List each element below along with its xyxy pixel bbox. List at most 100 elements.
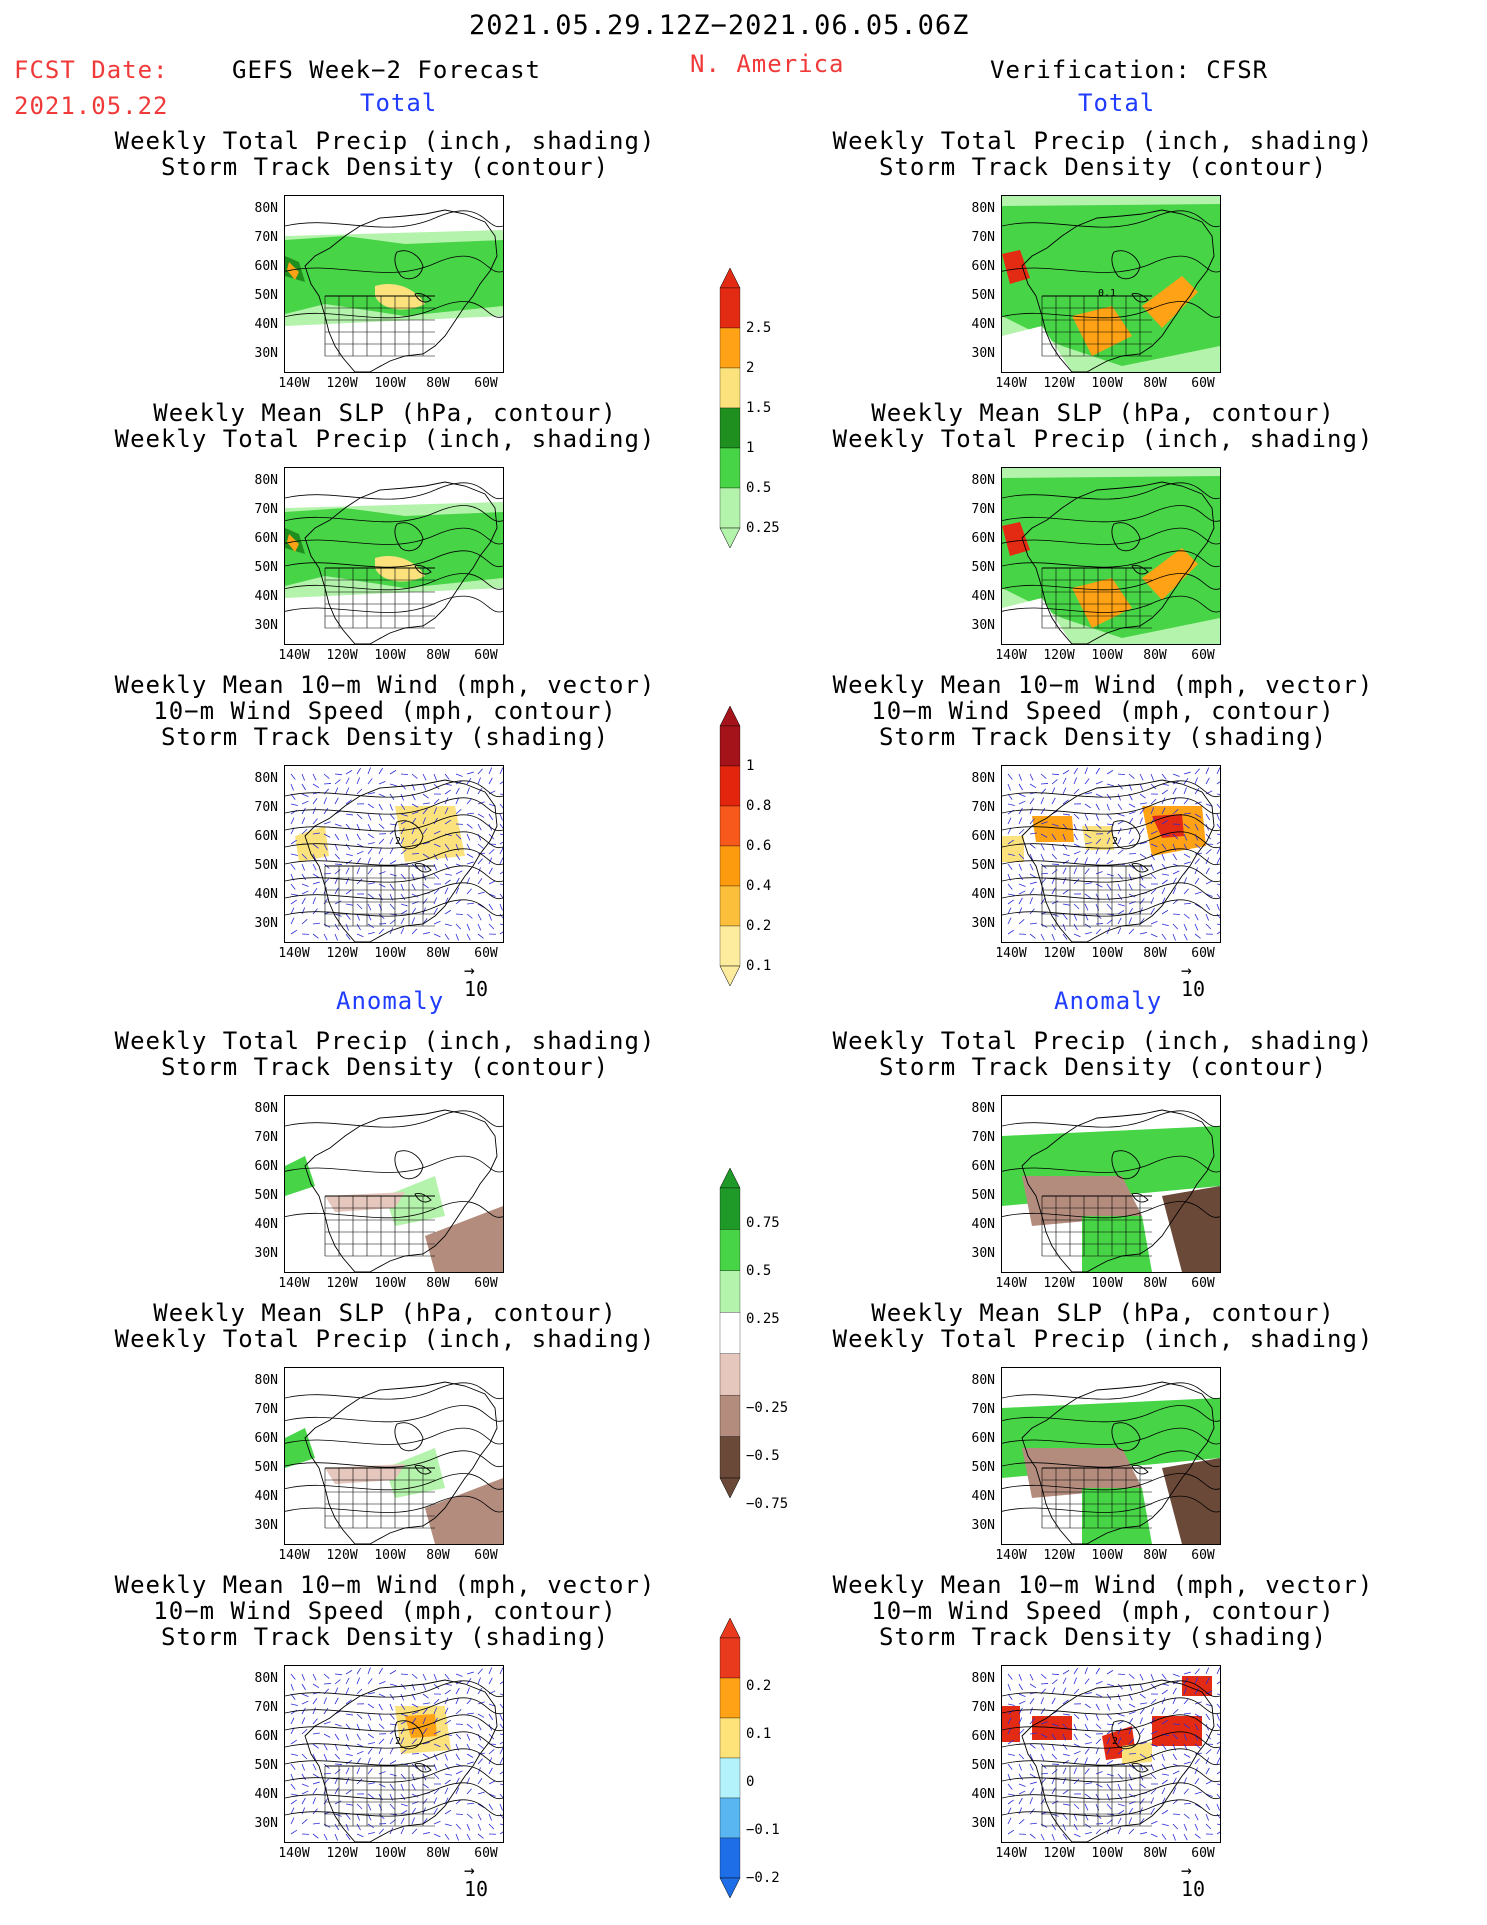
- lon-tick-label: 100W: [374, 1276, 406, 1291]
- wind-vector: [1216, 781, 1220, 785]
- wind-vector: [455, 1753, 461, 1761]
- wind-vector: [466, 888, 472, 895]
- wind-vector: [1150, 773, 1155, 781]
- colorbar-label: 0.4: [746, 878, 772, 894]
- wind-vector: [301, 1683, 306, 1691]
- wind-vector: [422, 783, 427, 791]
- wind-vector: [1117, 903, 1125, 907]
- wind-vector: [411, 1711, 419, 1715]
- wind-vector: [1128, 838, 1135, 845]
- wind-vector: [1073, 1677, 1077, 1685]
- wind-vector: [433, 1788, 440, 1795]
- wind-vector: [1150, 907, 1155, 915]
- wind-vector: [1029, 888, 1035, 895]
- wind-vector: [1172, 1770, 1180, 1775]
- wind-vector: [1051, 900, 1059, 905]
- wind-vector: [1172, 933, 1176, 941]
- hudson-bay: [394, 1422, 424, 1452]
- wind-vector: [1216, 923, 1220, 926]
- wind-vector: [323, 783, 332, 785]
- wind-vector: [1183, 1723, 1190, 1729]
- lon-tick-label: 140W: [278, 1548, 310, 1563]
- wind-vector: [290, 1763, 296, 1770]
- wind-vector: [1150, 888, 1157, 895]
- wind-vector: [1084, 792, 1092, 795]
- wind-vector: [1139, 802, 1147, 805]
- title-line: Storm Track Density (contour): [878, 153, 1328, 181]
- contour-line: [1002, 1748, 1220, 1766]
- contour-line: [1002, 780, 1220, 798]
- wind-vector: [477, 1778, 483, 1785]
- wind-vector: [1139, 1683, 1144, 1691]
- wind-vector: [1205, 849, 1212, 855]
- wind-vector: [1062, 1789, 1069, 1795]
- wind-vector: [378, 1693, 386, 1698]
- wind-vector: [367, 1813, 372, 1821]
- wind-vector: [1029, 863, 1034, 871]
- wind-vector: [1161, 1689, 1168, 1695]
- wind-vector: [1073, 933, 1081, 938]
- wind-vector: [1073, 1778, 1080, 1785]
- lat-tick-label: 50N: [254, 288, 278, 303]
- lon-tick-label: 60W: [474, 1846, 498, 1861]
- wind-vector: [1084, 857, 1088, 865]
- wind-vector: [1106, 1819, 1113, 1825]
- wind-vector: [1062, 1699, 1069, 1705]
- wind-vector: [334, 933, 338, 941]
- wind-vector: [444, 1707, 449, 1715]
- wind-vector: [1051, 1813, 1059, 1817]
- wind-vector: [1095, 1723, 1102, 1730]
- wind-vector: [1106, 783, 1114, 787]
- wind-vector: [433, 1797, 438, 1805]
- wind-vector: [312, 1822, 320, 1825]
- wind-vector: [433, 897, 438, 905]
- lat-tick-label: 80N: [254, 771, 278, 786]
- wind-vector: [455, 1823, 462, 1830]
- lon-tick-label: 140W: [995, 1276, 1027, 1291]
- wind-vector: [1150, 1707, 1155, 1715]
- lat-tick-label: 30N: [254, 916, 278, 931]
- contour-line: [1002, 1473, 1220, 1491]
- wind-vector: [1172, 1753, 1178, 1761]
- wind-vector: [1062, 1670, 1070, 1675]
- wind-vector: [1150, 1730, 1158, 1735]
- total-section-left: Total: [360, 89, 438, 117]
- wind-vector: [422, 1693, 429, 1699]
- wind-vector: [1095, 928, 1102, 935]
- wind-vector: [1139, 1741, 1147, 1745]
- wind-vector: [1150, 807, 1155, 815]
- lon-tick-label: 100W: [1091, 648, 1123, 663]
- wind-vector: [1117, 1793, 1123, 1801]
- wind-vector: [433, 853, 438, 861]
- wind-vector: [1084, 778, 1090, 785]
- wind-vector: [466, 812, 474, 815]
- wind-vector: [312, 818, 318, 825]
- wind-vector: [455, 923, 462, 930]
- wind-vector: [1018, 783, 1023, 791]
- wind-vector: [1051, 1673, 1060, 1676]
- wind-vector: [1040, 897, 1046, 905]
- wind-vector: [444, 1779, 451, 1785]
- wind-vector: [444, 783, 452, 786]
- contour-line: [1002, 814, 1220, 832]
- coastline: [1021, 1679, 1215, 1842]
- contours: [1002, 1680, 1220, 1817]
- wind-vector: [477, 1743, 484, 1749]
- wind-vector: [367, 1713, 372, 1721]
- wind-vector: [1084, 1692, 1092, 1695]
- panel-title: Weekly Mean 10−m Wind (mph, vector) 10−m…: [798, 1572, 1408, 1650]
- wind-vector: [1216, 793, 1220, 795]
- wind-vector: [1018, 828, 1025, 835]
- wind-vector: [477, 933, 484, 939]
- colorbar-swatch: [719, 367, 741, 409]
- wind-vector: [1183, 1712, 1191, 1715]
- wind-vector: [1007, 1683, 1011, 1691]
- wind-vector: [1051, 1800, 1059, 1805]
- wind-vector: [1084, 1757, 1088, 1765]
- wind-vector: [1161, 873, 1169, 876]
- wind-vector: [345, 1767, 350, 1775]
- wind-vector: [422, 828, 428, 835]
- wind-vector: [1018, 863, 1022, 871]
- wind-vector: [1051, 869, 1058, 875]
- wind-vector: [1216, 871, 1220, 875]
